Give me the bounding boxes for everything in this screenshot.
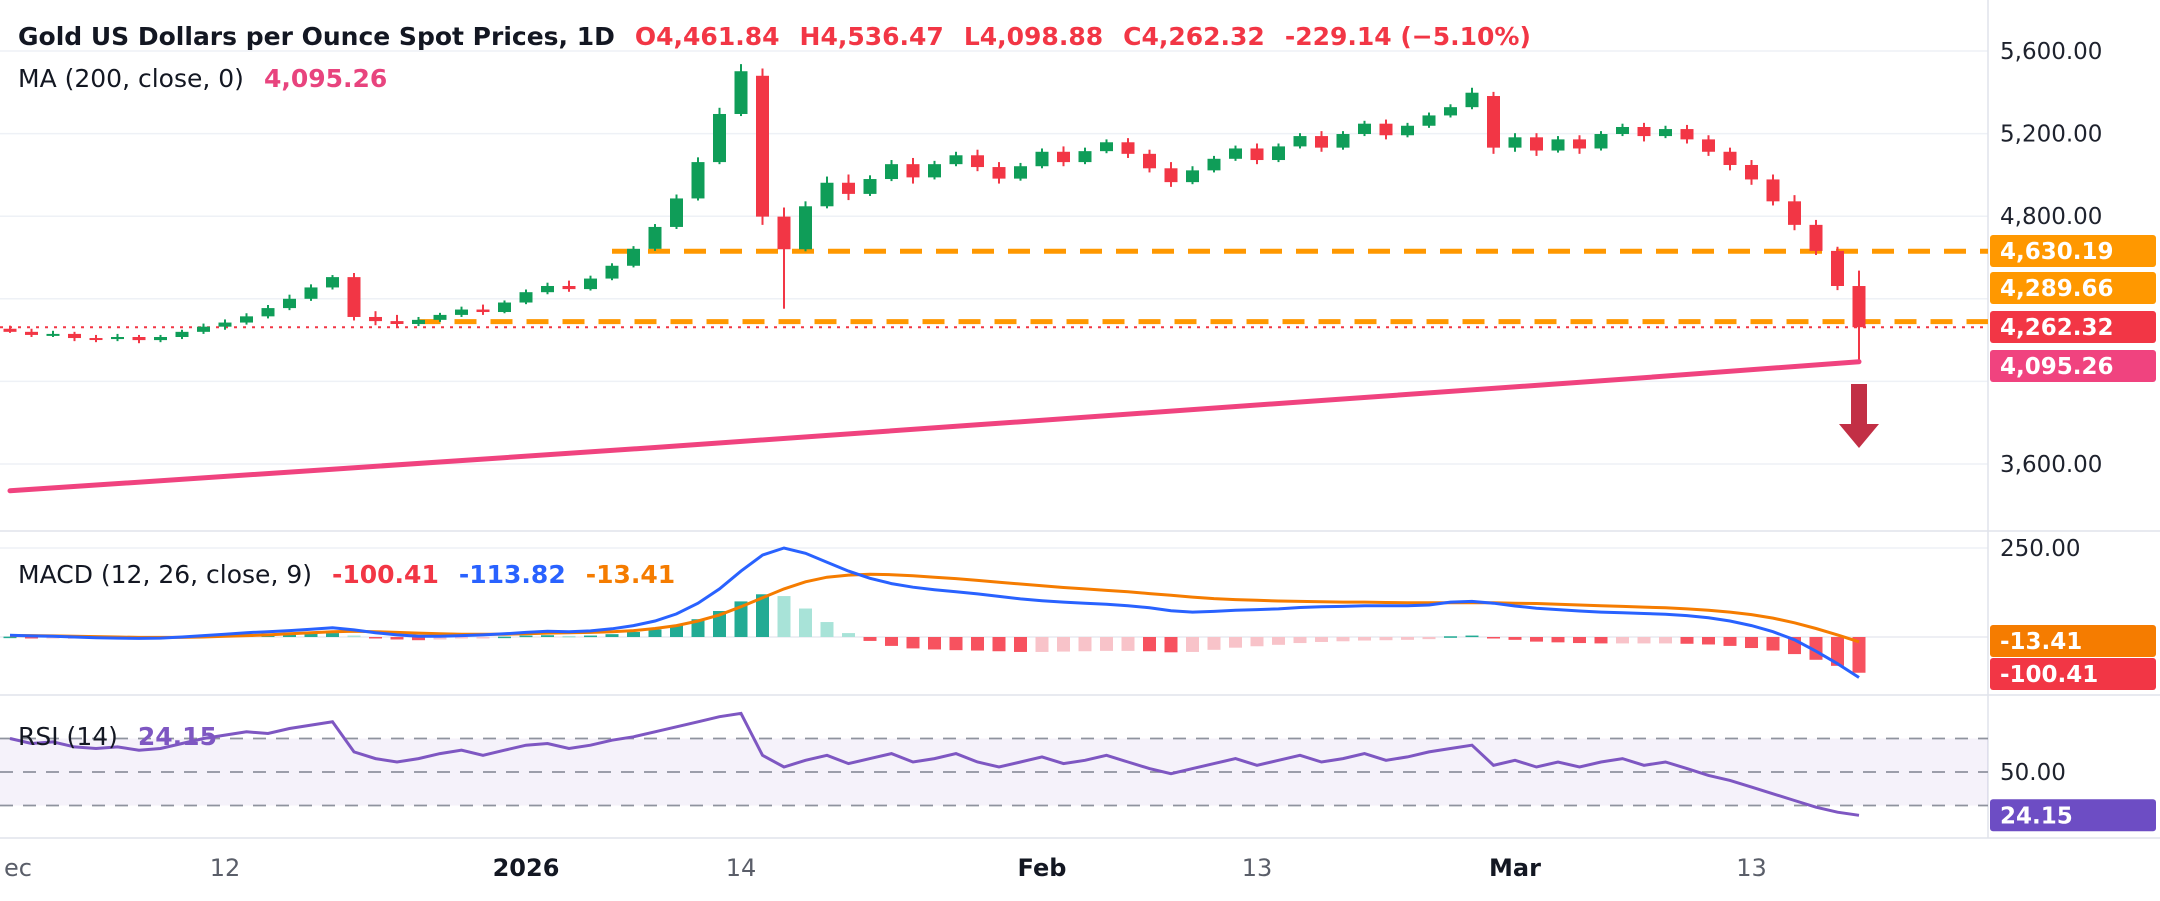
svg-text:4,800.00: 4,800.00 <box>2000 204 2102 230</box>
ma-legend: MA (200, close, 0) 4,095.26 <box>18 64 387 93</box>
svg-text:3,600.00: 3,600.00 <box>2000 452 2102 478</box>
price-badges: 4,630.19 4,289.66 4,262.32 4,095.26 -13.41 -1… <box>1990 235 2156 832</box>
ma-indicator-label[interactable]: MA (200, close, 0) <box>18 64 244 93</box>
svg-text:4,262.32: 4,262.32 <box>2000 315 2114 341</box>
down-arrow-annotation[interactable] <box>1839 384 1879 448</box>
macd-legend: MACD (12, 26, close, 9) -100.41 -113.82 … <box>18 560 675 589</box>
price-axis[interactable]: 5,600.00 5,200.00 4,800.00 3,600.00 250.00 50… <box>2000 39 2102 786</box>
ohlc-low: L4,098.88 <box>963 22 1104 51</box>
macd-indicator-label[interactable]: MACD (12, 26, close, 9) <box>18 560 312 589</box>
svg-text:5,600.00: 5,600.00 <box>2000 39 2102 65</box>
ohlc-close: C4,262.32 <box>1123 22 1265 51</box>
ohlc-open: O4,461.84 <box>634 22 780 51</box>
rsi-line <box>9 711 1860 817</box>
svg-text:50.00: 50.00 <box>2000 760 2066 786</box>
level-lines[interactable] <box>418 248 1989 325</box>
svg-text:Mar: Mar <box>1489 854 1541 882</box>
svg-text:ec: ec <box>4 854 32 882</box>
ohlc-high: H4,536.47 <box>799 22 944 51</box>
panel-dividers <box>0 0 2160 839</box>
svg-text:13: 13 <box>1242 854 1273 882</box>
svg-text:12: 12 <box>210 854 241 882</box>
svg-text:14: 14 <box>726 854 757 882</box>
main-legend: Gold US Dollars per Ounce Spot Prices, 1… <box>18 22 1531 51</box>
svg-text:4,095.26: 4,095.26 <box>2000 354 2114 380</box>
rsi-indicator-label[interactable]: RSI (14) <box>18 722 118 751</box>
macd-line <box>9 546 1860 679</box>
svg-text:Feb: Feb <box>1018 854 1067 882</box>
svg-text:250.00: 250.00 <box>2000 536 2080 562</box>
grid-lines <box>0 50 1988 638</box>
svg-text:-100.41: -100.41 <box>2000 662 2098 688</box>
candlestick-series[interactable] <box>3 64 1866 361</box>
svg-text:24.15: 24.15 <box>2000 803 2073 829</box>
svg-text:13: 13 <box>1736 854 1767 882</box>
macd-histogram <box>3 594 1866 673</box>
macd-histogram-value: -100.41 <box>332 560 439 589</box>
svg-text:-13.41: -13.41 <box>2000 629 2082 655</box>
svg-text:5,200.00: 5,200.00 <box>2000 122 2102 148</box>
svg-text:2026: 2026 <box>493 854 560 882</box>
macd-line-value: -113.82 <box>458 560 566 589</box>
macd-signal-value: -13.41 <box>585 560 676 589</box>
svg-text:4,289.66: 4,289.66 <box>2000 276 2114 302</box>
rsi-legend: RSI (14) 24.15 <box>18 722 217 751</box>
svg-text:4,630.19: 4,630.19 <box>2000 239 2114 265</box>
symbol-title[interactable]: Gold US Dollars per Ounce Spot Prices, 1… <box>18 22 615 51</box>
macd-signal-line <box>10 572 1860 644</box>
rsi-value: 24.15 <box>137 722 217 751</box>
ma-value: 4,095.26 <box>263 64 388 93</box>
time-axis[interactable]: ec 12 2026 14 Feb 13 Mar 13 <box>4 854 1767 882</box>
ohlc-change: -229.14 (−5.10%) <box>1284 22 1531 51</box>
ma-200-line[interactable] <box>7 359 1862 494</box>
rsi-band <box>0 737 1988 807</box>
